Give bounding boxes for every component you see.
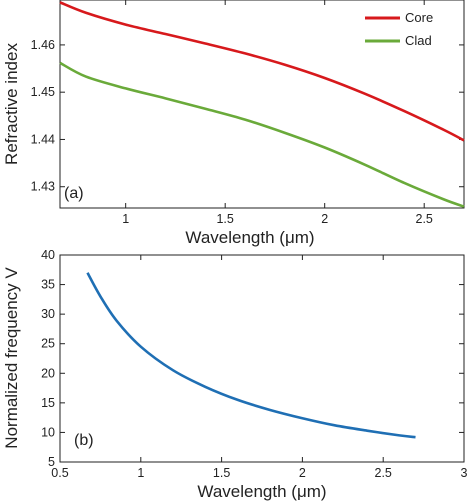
x-tick-label: 1.5: [213, 466, 230, 480]
panel-a-x-ticks: 1 1.5 2 2.5: [122, 0, 433, 226]
series-line-0: [86, 272, 416, 439]
x-tick-label: 1: [137, 466, 144, 480]
panel-b-y-ticks: 5 10 15 20 25 30 35 40: [41, 248, 464, 469]
panel-b-label: (b): [74, 432, 94, 449]
series-line-clad: [59, 61, 465, 208]
x-tick-label: 2.5: [375, 466, 392, 480]
panel-a-frame: [59, 0, 465, 209]
y-tick-label: 30: [41, 307, 55, 321]
y-tick-label: 20: [41, 366, 55, 380]
legend-label-core: Core: [405, 10, 433, 25]
x-tick-label: 0.5: [51, 466, 68, 480]
x-tick-label: 1: [122, 212, 129, 226]
panel-b-normalized-frequency: 0.5 1 1.5 2 2.5 3 5 10 15 20 25 30 35 40 (b) Wavelen…: [2, 248, 468, 501]
y-tick-label: 1.45: [31, 85, 55, 99]
x-tick-label: 1.5: [216, 212, 233, 226]
y-tick-label: 25: [41, 337, 55, 351]
series-line-core: [59, 1, 465, 142]
y-tick-label: 10: [41, 425, 55, 439]
x-tick-label: 2.5: [416, 212, 433, 226]
y-tick-label: 15: [41, 396, 55, 410]
panel-a-series-lines: [59, 1, 465, 208]
panel-b-series-lines: [86, 272, 416, 439]
panel-a-y-ticks: 1.43 1.44 1.45 1.46: [31, 38, 464, 194]
y-tick-label: 40: [41, 248, 55, 262]
panel-b-y-axis-label: Normalized frequency V: [2, 267, 21, 449]
x-tick-label: 3: [461, 466, 468, 480]
panel-b-x-ticks: 0.5 1 1.5 2 2.5 3: [51, 255, 468, 480]
y-tick-label: 5: [48, 455, 55, 469]
x-tick-label: 2: [299, 466, 306, 480]
y-tick-label: 35: [41, 278, 55, 292]
panel-a-refractive-index: 1 1.5 2 2.5 1.43 1.44 1.45 1.46 (a) Wavelength…: [2, 0, 465, 247]
panel-b-frame: [59, 254, 465, 463]
y-tick-label: 1.44: [31, 132, 55, 146]
panel-a-label: (a): [64, 185, 84, 202]
x-tick-label: 2: [321, 212, 328, 226]
panel-b-x-axis-label: Wavelength (μm): [197, 482, 326, 501]
legend-label-clad: Clad: [405, 33, 432, 48]
legend: Core Clad: [365, 10, 433, 48]
panel-a-y-axis-label: Refractive index: [2, 43, 21, 165]
y-tick-label: 1.43: [31, 180, 55, 194]
panel-a-x-axis-label: Wavelength (μm): [185, 228, 314, 247]
y-tick-label: 1.46: [31, 38, 55, 52]
